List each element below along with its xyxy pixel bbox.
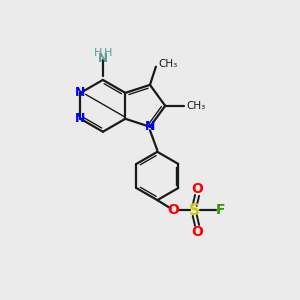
Text: S: S [189, 203, 200, 218]
Text: N: N [145, 120, 155, 133]
Text: N: N [75, 112, 85, 125]
Text: H: H [104, 48, 112, 59]
Text: N: N [75, 86, 85, 99]
Text: O: O [191, 225, 203, 238]
Text: O: O [168, 203, 179, 218]
Text: CH₃: CH₃ [158, 59, 178, 69]
Text: H: H [94, 48, 103, 59]
Text: F: F [216, 203, 225, 218]
Text: O: O [191, 182, 203, 196]
Text: N: N [98, 52, 108, 65]
Text: CH₃: CH₃ [187, 101, 206, 111]
